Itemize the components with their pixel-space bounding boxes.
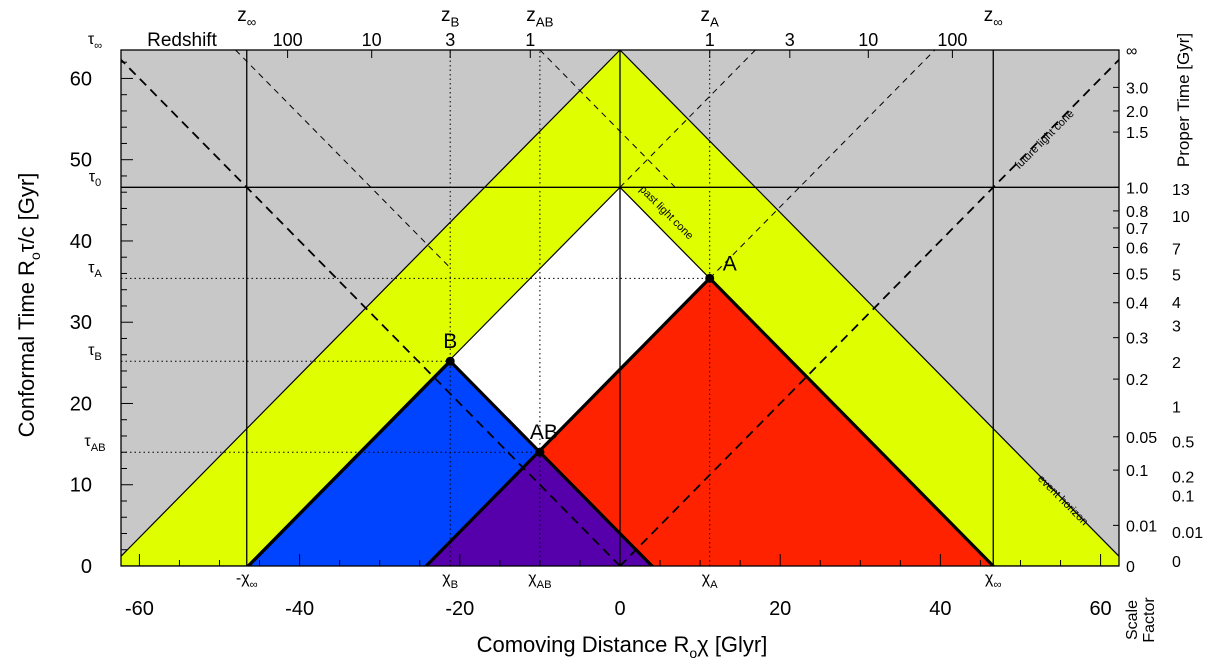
proper-time-tick-label: 0.5 [1172, 435, 1194, 452]
proper-time-tick-label: 13 [1172, 182, 1190, 199]
redshift-tick-label: 3 [445, 30, 455, 50]
region-ab [427, 452, 652, 566]
y-tick-label: 40 [70, 231, 92, 253]
scale-factor-tick-label: 0.1 [1126, 463, 1148, 480]
redshift-marker-∞: z∞ [237, 5, 257, 30]
scale-factor-tick-label: 0.2 [1126, 372, 1148, 389]
proper-time-tick-label: 0.01 [1172, 525, 1203, 542]
scale-factor-tick-label: 0.6 [1126, 240, 1148, 257]
x-tick-label: 20 [769, 598, 791, 620]
proper-time-tick-label: 4 [1172, 295, 1181, 312]
proper-time-tick-label: 7 [1172, 241, 1181, 258]
x-axis-title: Comoving Distance Roχ [Glyr] [477, 632, 768, 661]
chi-marker-A: χA [702, 570, 718, 591]
redshift-tick-label: 10 [362, 30, 382, 50]
y-tick-label: 10 [70, 475, 92, 497]
scale-factor-tick-label: 0.05 [1126, 430, 1157, 447]
redshift-tick-label: 1 [525, 30, 535, 50]
chi-marker-∞: χ∞ [985, 570, 1001, 591]
tau-marker-∞: τ∞ [88, 31, 102, 52]
scale-factor-tick-label: 1.0 [1126, 180, 1148, 197]
tau-marker-A: τA [88, 259, 102, 280]
chi-marker-AB: χAB [528, 570, 551, 591]
y-tick-label: 60 [70, 68, 92, 90]
redshift-tick-label: 3 [785, 30, 795, 50]
tau-marker-AB: τAB [84, 433, 105, 454]
scale-factor-tick-label: 0 [1126, 559, 1135, 576]
proper-time-tick-label: 0.2 [1172, 470, 1194, 487]
redshift-tick-label: 10 [858, 30, 878, 50]
scale-factor-tick-label: 0.7 [1126, 221, 1148, 238]
point-label-a: A [723, 252, 737, 275]
redshift-marker-A: zA [701, 5, 720, 30]
proper-time-tick-label: 10 [1172, 209, 1190, 226]
redshift-marker-AB: zAB [526, 5, 553, 30]
chi-marker-B: χB [442, 570, 458, 591]
x-tick-label: 40 [929, 598, 951, 620]
proper-time-tick-label: 3 [1172, 318, 1181, 335]
tau-marker-0: τ0 [89, 168, 102, 189]
top-axis-title: Redshift [147, 30, 217, 51]
x-tick-label: 0 [614, 598, 625, 620]
point-b [445, 356, 455, 366]
chi-marker-∞: -χ∞ [236, 570, 258, 591]
scale-factor-tick-label: 1.5 [1126, 125, 1148, 142]
proper-time-tick-label: 5 [1172, 267, 1181, 284]
scale-factor-tick-label: 0.5 [1126, 266, 1148, 283]
y-tick-label: 0 [81, 556, 92, 578]
null-ray-left-2 [235, 50, 451, 269]
point-ab [535, 447, 545, 457]
x-tick-label: -20 [445, 598, 474, 620]
point-a [705, 273, 715, 283]
redshift-tick-label: 1 [705, 30, 715, 50]
redshift-tick-label: 100 [937, 30, 967, 50]
region-ab-right-boundary [538, 450, 654, 566]
x-tick-label: -40 [285, 598, 314, 620]
scale-factor-tick-label: ∞ [1126, 43, 1137, 60]
scale-factor-tick-label: 0.3 [1126, 331, 1148, 348]
future-light-cone-left-line [121, 58, 621, 566]
future-light-cone-line [619, 58, 1119, 566]
redshift-marker-∞: z∞ [984, 5, 1004, 30]
scale-factor-tick-label: 0.8 [1126, 204, 1148, 221]
x-tick-label: -60 [125, 598, 154, 620]
scale-factor-tick-label: 3.0 [1126, 80, 1148, 97]
redshift-marker-B: zB [441, 5, 460, 30]
proper-time-axis-title: Proper Time [Gyr] [1174, 33, 1193, 167]
y-axis-title: Conformal Time Roτ/c [Gyr] [14, 173, 43, 438]
scale-factor-tick-label: 0.4 [1126, 296, 1148, 313]
point-label-ab: AB [530, 421, 558, 444]
proper-time-tick-label: 0.1 [1172, 488, 1194, 505]
redshift-tick-label: 100 [273, 30, 303, 50]
proper-time-tick-label: 1 [1172, 400, 1181, 417]
y-tick-label: 50 [70, 150, 92, 172]
tau-marker-B: τB [88, 342, 102, 363]
point-label-b: B [443, 330, 457, 353]
scale-factor-tick-label: 2.0 [1126, 104, 1148, 121]
y-tick-label: 20 [70, 393, 92, 415]
y-tick-label: 30 [70, 312, 92, 334]
proper-time-tick-label: 2 [1172, 355, 1181, 372]
scale-factor-axis-title: ScaleFactor [1124, 597, 1158, 643]
null-ray-right-2 [709, 50, 936, 279]
scale-factor-tick-label: 0.01 [1126, 518, 1157, 535]
x-tick-label: 60 [1089, 598, 1111, 620]
proper-time-tick-label: 0 [1172, 554, 1181, 571]
